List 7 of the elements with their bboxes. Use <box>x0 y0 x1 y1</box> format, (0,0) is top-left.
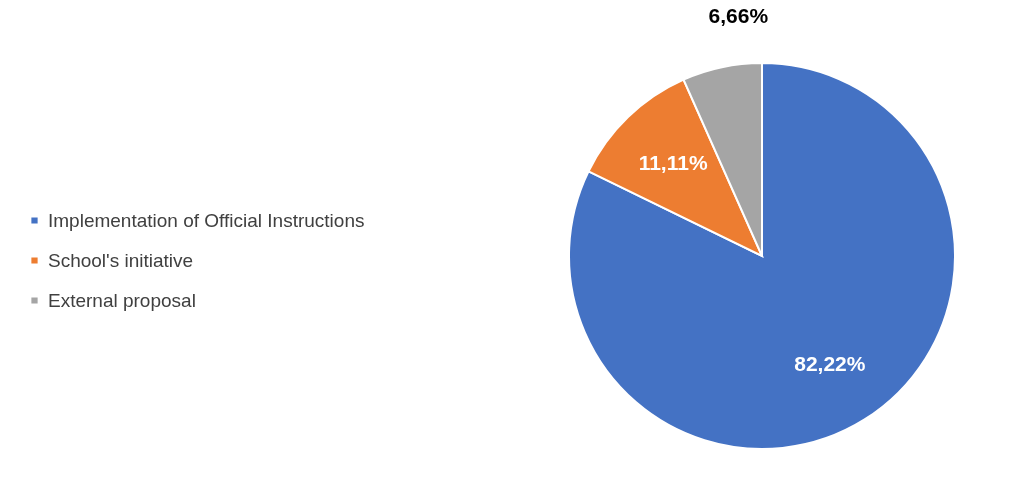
legend-label: School's initiative <box>48 249 194 271</box>
pie-slice <box>568 62 956 450</box>
data-label: 6,66% <box>708 3 769 27</box>
legend-label: Implementation of Official Instructions <box>48 209 365 231</box>
data-label: 11,11% <box>638 150 708 174</box>
data-label: 82,22% <box>794 351 866 375</box>
legend-label: External proposal <box>48 289 196 311</box>
